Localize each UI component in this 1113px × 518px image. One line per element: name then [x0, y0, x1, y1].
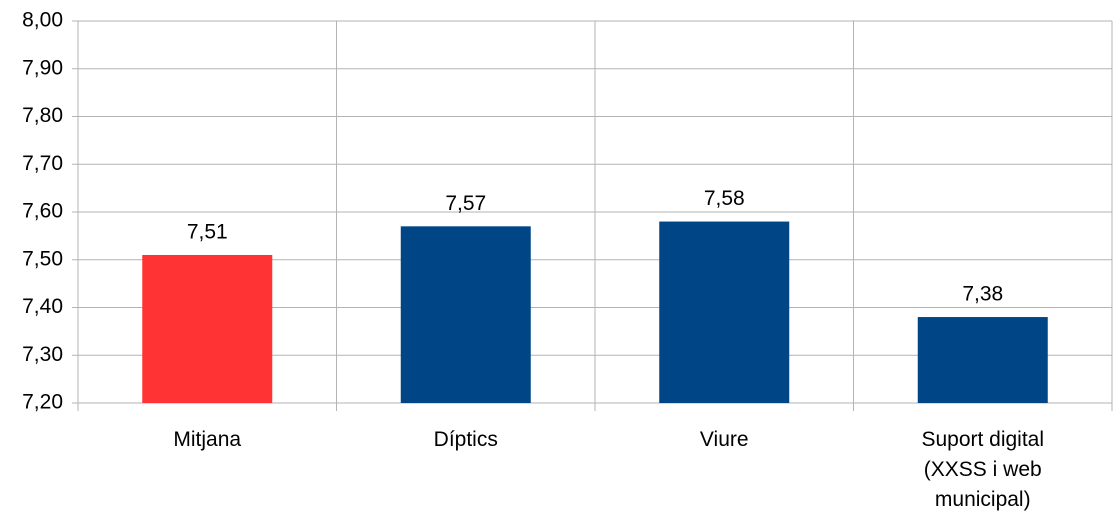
y-tick-label: 8,00	[22, 9, 63, 32]
y-tick-label: 7,30	[22, 343, 63, 366]
y-tick-label: 7,80	[22, 104, 63, 127]
x-tick-label: Viure	[699, 428, 749, 451]
bar	[142, 254, 273, 403]
y-tick-label: 7,70	[22, 152, 63, 175]
bar	[917, 317, 1048, 403]
bar	[659, 221, 790, 403]
x-tick-label: Díptics	[433, 428, 498, 451]
x-tick-label: Suport digital (XXSS i web municipal)	[921, 428, 1045, 511]
y-tick-label: 7,60	[22, 200, 63, 223]
data-label: 7,38	[962, 283, 1003, 306]
y-tick-label: 7,90	[22, 56, 63, 79]
data-label: 7,57	[445, 192, 486, 215]
data-label: 7,51	[187, 221, 228, 244]
y-tick-label: 7,40	[22, 295, 63, 318]
bar	[400, 226, 531, 403]
data-label: 7,58	[704, 187, 745, 210]
x-tick-label: Mitjana	[173, 428, 242, 451]
y-tick-label: 7,20	[22, 391, 63, 414]
y-tick-label: 7,50	[22, 247, 63, 270]
